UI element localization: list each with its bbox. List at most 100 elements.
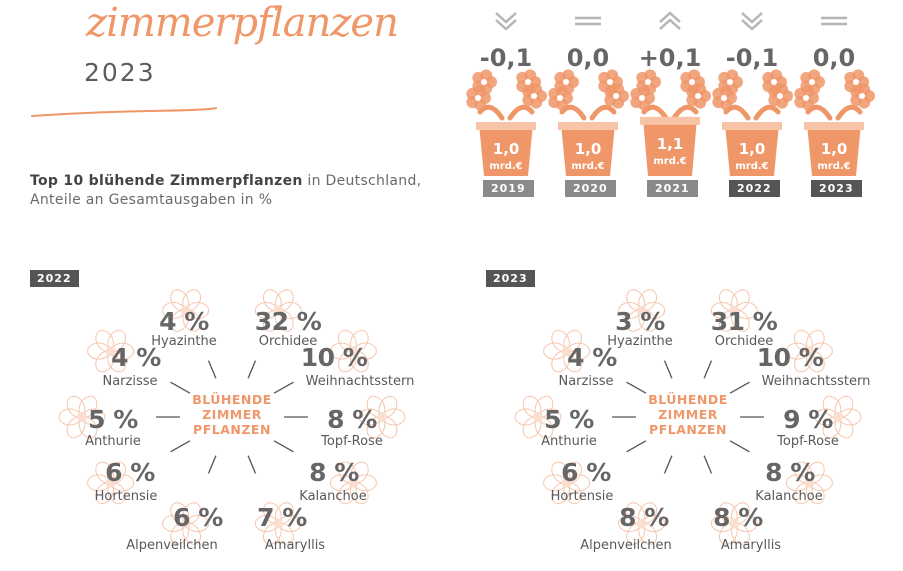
panel-year-tag: 2023 bbox=[486, 270, 535, 287]
change-label: 0,0 bbox=[813, 44, 856, 72]
share-ray bbox=[207, 455, 217, 474]
change-label: -0,1 bbox=[480, 44, 532, 72]
share-name-narzisse: Narzisse bbox=[558, 374, 614, 389]
pot-bar bbox=[643, 118, 697, 176]
subtitle-rest: in Deutschland, bbox=[302, 173, 422, 189]
panel-year-tag: 2022 bbox=[30, 270, 79, 287]
unit-label: mrd.€ bbox=[489, 161, 522, 172]
script-title: zimmerpflanzen bbox=[86, 0, 399, 46]
share-value-narzisse: 4 % bbox=[567, 343, 617, 372]
brush-stroke-divider bbox=[31, 107, 217, 117]
share-value-orchidee: 31 % bbox=[710, 307, 778, 336]
flower-illustration-icon bbox=[254, 502, 302, 545]
share-value-hortensie: 6 % bbox=[561, 458, 611, 487]
share-ray bbox=[703, 455, 713, 474]
share-value-hyazinthe: 4 % bbox=[159, 307, 209, 336]
pot-bar bbox=[561, 124, 615, 176]
share-name-alpenveilchen: Alpenveilchen bbox=[126, 538, 218, 553]
year-box-2021: 2021 bbox=[647, 180, 698, 197]
flower-illustration-icon bbox=[710, 502, 758, 545]
center-label-line: PFLANZEN bbox=[649, 422, 727, 437]
share-ray bbox=[626, 440, 647, 453]
share-name-orchidee: Orchidee bbox=[258, 334, 318, 349]
share-ray bbox=[273, 440, 294, 453]
share-value-kalanchoe: 8 % bbox=[309, 458, 359, 487]
share-value-alpenveilchen: 6 % bbox=[173, 503, 223, 532]
share-panel-2022: 2022 BLÜHENDE ZIMMER PFLANZEN 32 % Orchidee 10… bbox=[30, 262, 450, 571]
pot-bar bbox=[479, 124, 533, 176]
unit-label: mrd.€ bbox=[817, 161, 850, 172]
flower-illustration-icon bbox=[329, 329, 377, 373]
share-value-hyazinthe: 3 % bbox=[615, 307, 665, 336]
value-label: 1,0 bbox=[575, 140, 602, 158]
center-label-line: BLÜHENDE bbox=[648, 392, 728, 407]
flower-icon bbox=[630, 69, 711, 121]
flower-illustration-icon bbox=[543, 461, 591, 505]
share-value-topf-rose: 8 % bbox=[327, 405, 377, 434]
pot-2022: -0,1 1,0 mrd.€ bbox=[712, 12, 793, 176]
flower-illustration-icon bbox=[87, 461, 135, 505]
share-value-alpenveilchen: 8 % bbox=[619, 503, 669, 532]
change-label: +0,1 bbox=[639, 44, 702, 72]
year-box-2019: 2019 bbox=[483, 180, 534, 197]
share-name-topf-rose: Topf-Rose bbox=[321, 434, 383, 449]
share-value-weihnachtsstern: 10 % bbox=[300, 343, 368, 372]
pot-2023: 0,0 1,0 mrd.€ bbox=[794, 16, 875, 176]
flower-illustration-icon bbox=[254, 289, 302, 332]
share-name-alpenveilchen: Alpenveilchen bbox=[580, 538, 672, 553]
share-value-anthurie: 5 % bbox=[88, 405, 138, 434]
share-ray bbox=[729, 381, 750, 394]
pot-bar bbox=[725, 124, 779, 176]
share-rays-svg bbox=[58, 289, 406, 545]
flower-illustration-icon bbox=[618, 289, 666, 332]
flower-illustration-icon bbox=[87, 329, 135, 373]
share-value-kalanchoe: 8 % bbox=[765, 458, 815, 487]
flower-illustration-icon bbox=[162, 502, 210, 545]
center-label-line: PFLANZEN bbox=[193, 422, 271, 437]
share-ray bbox=[273, 381, 294, 394]
flower-illustration-icon bbox=[329, 461, 377, 505]
share-name-hortensie: Hortensie bbox=[94, 489, 158, 504]
share-value-narzisse: 4 % bbox=[111, 343, 161, 372]
share-value-weihnachtsstern: 10 % bbox=[756, 343, 824, 372]
unit-label: mrd.€ bbox=[653, 156, 686, 167]
share-ray bbox=[207, 360, 217, 379]
share-name-anthurie: Anthurie bbox=[541, 434, 597, 449]
share-ray bbox=[170, 440, 191, 453]
chevron-down-icon bbox=[495, 12, 517, 31]
share-value-amaryllis: 7 % bbox=[257, 503, 307, 532]
flower-icon bbox=[548, 69, 629, 121]
year-box-2022: 2022 bbox=[729, 180, 780, 197]
share-value-hortensie: 6 % bbox=[105, 458, 155, 487]
share-ray bbox=[626, 381, 647, 394]
flower-icon bbox=[466, 69, 547, 121]
share-name-kalanchoe: Kalanchoe bbox=[299, 489, 367, 504]
share-name-weihnachtsstern: Weihnachtsstern bbox=[761, 374, 871, 389]
share-ray bbox=[247, 360, 257, 379]
unit-label: mrd.€ bbox=[735, 161, 768, 172]
pot-2019: -0,1 1,0 mrd.€ bbox=[466, 12, 547, 176]
flower-illustration-icon bbox=[710, 289, 758, 332]
share-name-weihnachtsstern: Weihnachtsstern bbox=[305, 374, 415, 389]
subtitle-line2: Anteile an Gesamtausgaben in % bbox=[30, 192, 273, 208]
share-name-amaryllis: Amaryllis bbox=[264, 538, 326, 553]
share-name-hyazinthe: Hyazinthe bbox=[607, 334, 673, 349]
share-name-topf-rose: Topf-Rose bbox=[777, 434, 839, 449]
unit-label: mrd.€ bbox=[571, 161, 604, 172]
share-value-amaryllis: 8 % bbox=[713, 503, 763, 532]
center-label: BLÜHENDE ZIMMER PFLANZEN bbox=[192, 392, 272, 437]
center-label: BLÜHENDE ZIMMER PFLANZEN bbox=[648, 392, 728, 437]
share-value-anthurie: 5 % bbox=[544, 405, 594, 434]
flower-illustration-icon bbox=[58, 395, 106, 439]
flower-illustration-icon bbox=[785, 461, 833, 505]
value-label: 1,1 bbox=[657, 135, 684, 153]
share-name-orchidee: Orchidee bbox=[714, 334, 774, 349]
share-ray bbox=[170, 381, 191, 394]
value-label: 1,0 bbox=[493, 140, 520, 158]
center-label-line: ZIMMER bbox=[202, 407, 262, 422]
share-value-orchidee: 32 % bbox=[254, 307, 322, 336]
flower-icon bbox=[794, 69, 875, 121]
equals-icon bbox=[575, 16, 601, 26]
flower-icon bbox=[712, 69, 793, 121]
flower-illustration-icon bbox=[814, 395, 862, 439]
